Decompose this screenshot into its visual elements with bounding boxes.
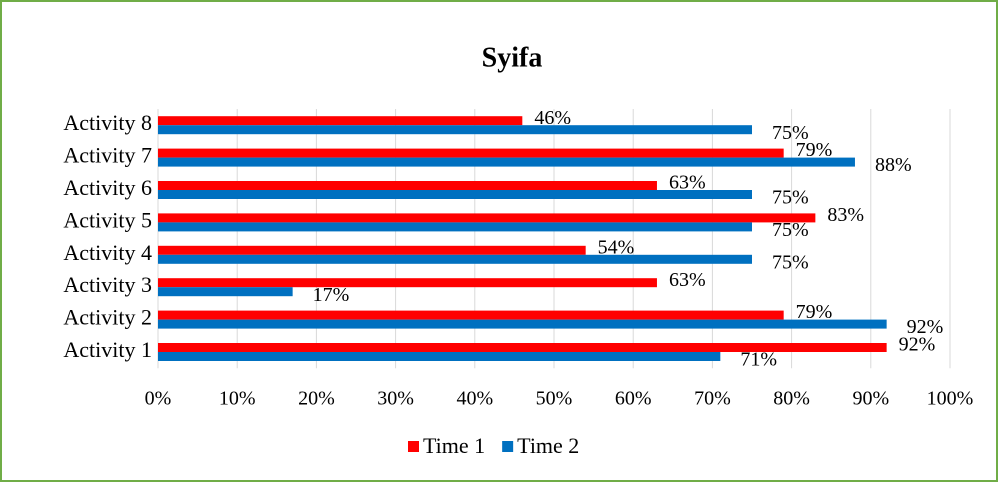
data-label: 71% [740,349,777,371]
bar [158,278,657,288]
bar [158,116,523,126]
data-label: 92% [899,334,936,356]
x-tick-label: 90% [852,388,889,410]
bar [158,245,586,255]
legend-label: Time 1 [423,433,485,458]
bar [158,181,657,190]
data-label: 92% [907,316,944,338]
x-tick-label: 70% [694,388,731,410]
x-tick-label: 10% [219,388,256,410]
bar [158,319,887,329]
x-tick-label: 50% [536,388,573,410]
x-tick-label: 30% [377,388,414,410]
bar [158,310,784,320]
x-tick-label: 60% [615,388,652,410]
chart-title: Syifa [482,42,543,73]
legend-swatch [408,441,419,452]
data-label: 17% [313,284,350,306]
data-label: 75% [772,219,809,241]
bar [158,190,752,199]
data-label: 83% [827,204,864,226]
data-label: 88% [875,154,912,176]
data-label: 54% [598,236,635,258]
y-tick-label: Activity 1 [63,337,152,362]
data-label: 63% [669,172,706,194]
x-tick-label: 40% [456,388,493,410]
data-label: 75% [772,122,809,144]
bar [158,352,721,361]
bar [158,148,784,158]
y-tick-label: Activity 3 [63,272,152,297]
data-label: 75% [772,251,809,273]
data-label: 46% [534,107,571,129]
y-tick-label: Activity 2 [63,305,152,330]
bar [158,343,887,352]
data-label: 63% [669,269,706,291]
y-tick-label: Activity 6 [63,175,152,200]
bar [158,125,752,135]
data-label: 75% [772,187,809,209]
y-tick-label: Activity 5 [63,207,152,232]
x-tick-label: 80% [773,388,810,410]
y-tick-label: Activity 7 [63,143,152,168]
y-tick-label: Activity 8 [63,110,152,135]
legend-swatch [502,441,514,452]
x-tick-label: 20% [298,388,335,410]
data-label: 79% [796,139,833,161]
x-tick-label: 100% [927,388,974,410]
legend-label: Time 2 [517,433,579,458]
bar [158,157,855,167]
x-tick-label: 0% [145,388,172,410]
bar [158,213,816,223]
bar [158,222,752,232]
bar [158,287,293,297]
data-label: 79% [796,301,833,323]
bar [158,254,752,264]
y-tick-label: Activity 4 [63,240,152,265]
